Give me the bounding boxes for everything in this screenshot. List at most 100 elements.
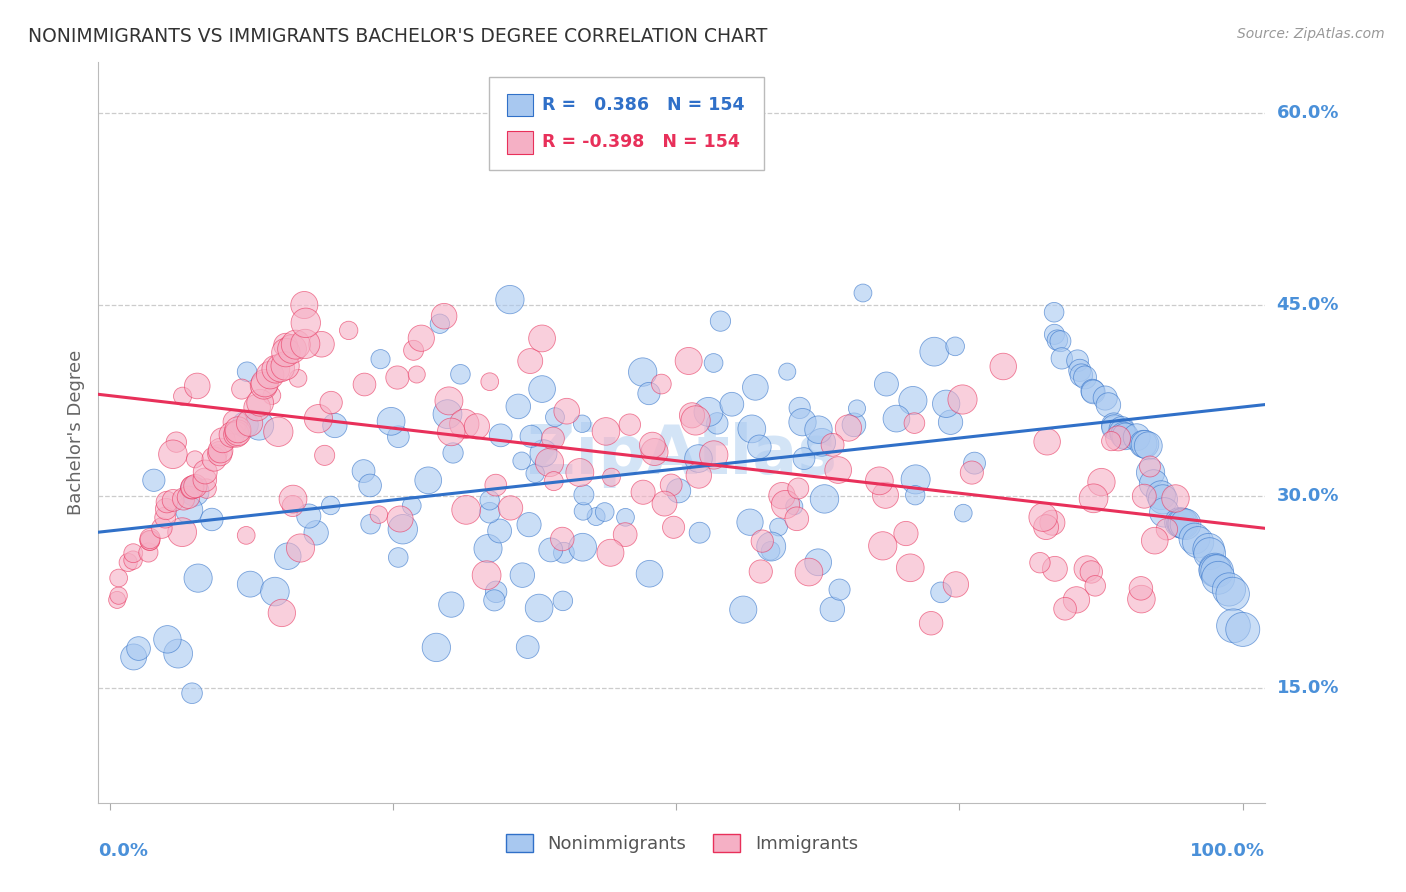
Point: [697, 405, 720, 419]
Point: [1083, 384, 1105, 399]
Point: [1139, 459, 1161, 474]
Point: [281, 342, 304, 356]
Point: [107, 589, 129, 603]
Point: [180, 481, 202, 495]
Point: [1133, 489, 1156, 503]
Point: [172, 389, 194, 403]
Point: [305, 525, 328, 540]
Point: [943, 339, 966, 353]
Point: [290, 541, 312, 555]
Point: [1084, 579, 1107, 593]
Point: [1222, 619, 1244, 633]
Point: [436, 407, 458, 421]
Point: [429, 317, 451, 331]
Point: [901, 393, 924, 408]
Point: [1174, 517, 1197, 532]
Point: [593, 505, 616, 519]
Point: [1198, 547, 1220, 561]
Point: [274, 359, 297, 373]
Point: [641, 438, 664, 452]
Point: [1102, 418, 1125, 433]
Point: [738, 515, 761, 529]
Point: [668, 483, 690, 498]
Point: [775, 498, 797, 512]
Point: [236, 365, 259, 379]
Point: [253, 376, 276, 391]
Point: [274, 338, 297, 352]
Point: [380, 414, 402, 428]
Point: [638, 386, 661, 401]
Point: [939, 415, 962, 429]
Point: [1080, 565, 1102, 579]
Point: [319, 395, 342, 409]
Point: [138, 545, 160, 559]
Point: [150, 521, 173, 535]
Point: [1153, 505, 1175, 519]
Point: [749, 565, 772, 579]
Point: [1104, 420, 1126, 434]
Point: [1222, 587, 1244, 601]
Point: [277, 549, 299, 564]
Point: [512, 568, 534, 582]
Point: [768, 520, 790, 534]
Point: [425, 640, 447, 655]
Point: [904, 472, 927, 486]
Point: [387, 370, 409, 384]
Point: [202, 452, 225, 467]
Y-axis label: Bachelor's Degree: Bachelor's Degree: [66, 350, 84, 516]
Point: [807, 555, 830, 569]
Point: [253, 378, 276, 392]
Point: [935, 397, 957, 411]
Point: [274, 345, 297, 359]
Point: [465, 419, 488, 434]
Point: [585, 509, 607, 524]
Point: [239, 577, 262, 591]
Point: [614, 527, 637, 541]
Point: [122, 546, 145, 560]
Point: [787, 482, 810, 496]
Point: [516, 640, 538, 654]
Point: [644, 445, 666, 459]
Point: [551, 532, 574, 546]
Point: [894, 526, 917, 541]
Point: [270, 606, 292, 620]
Point: [370, 352, 392, 367]
Point: [555, 404, 578, 418]
Point: [267, 425, 290, 439]
Point: [1204, 562, 1226, 576]
Point: [688, 451, 710, 466]
Point: [1099, 434, 1122, 449]
Point: [875, 377, 897, 392]
Text: NONIMMIGRANTS VS IMMIGRANTS BACHELOR'S DEGREE CORRELATION CHART: NONIMMIGRANTS VS IMMIGRANTS BACHELOR'S D…: [28, 27, 768, 45]
Point: [524, 467, 547, 481]
Point: [225, 427, 247, 442]
Point: [662, 520, 685, 534]
Point: [284, 337, 307, 351]
Point: [1164, 491, 1187, 506]
Point: [1129, 582, 1152, 596]
Point: [235, 528, 257, 542]
Point: [105, 593, 128, 607]
Point: [904, 488, 927, 502]
Point: [231, 382, 253, 396]
Point: [1107, 431, 1129, 445]
Point: [1156, 522, 1178, 536]
Point: [201, 512, 224, 526]
Point: [709, 314, 731, 328]
Point: [614, 510, 637, 524]
Point: [142, 473, 165, 487]
Point: [187, 571, 209, 585]
Point: [499, 500, 522, 515]
Point: [153, 510, 176, 524]
Point: [387, 550, 409, 565]
Point: [292, 298, 315, 312]
Point: [485, 584, 508, 599]
Point: [531, 382, 554, 396]
Text: 15.0%: 15.0%: [1277, 679, 1339, 697]
Text: R =   0.386   N = 154: R = 0.386 N = 154: [541, 95, 744, 113]
Point: [770, 489, 793, 503]
Point: [485, 478, 508, 492]
Point: [221, 427, 243, 442]
Point: [783, 500, 806, 514]
Point: [167, 647, 190, 661]
